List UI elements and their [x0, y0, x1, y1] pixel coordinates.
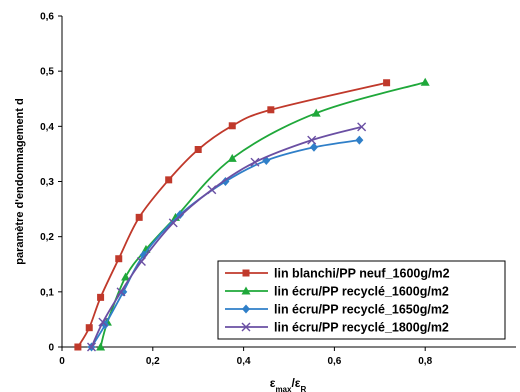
data-point-x-stroke [250, 157, 260, 167]
data-point-diamond [309, 142, 318, 152]
data-point-diamond [176, 210, 185, 220]
data-point-x [307, 135, 317, 145]
data-point-diamond [355, 135, 364, 145]
legend-label: lin blanchi/PP neuf_1600g/m2 [274, 267, 450, 281]
series-4 [87, 122, 367, 352]
x-axis-title-part: R [300, 385, 306, 392]
y-axis-title: paramètre d'endommagement d [14, 98, 26, 264]
data-point-square [74, 343, 82, 351]
legend-label: lin écru/PP recyclé_1800g/m2 [274, 321, 449, 335]
y-tick-label: 0,2 [40, 232, 54, 243]
data-point-square [242, 269, 250, 277]
x-axis-title-part: ε [270, 376, 276, 390]
x-tick-label: 0 [59, 356, 65, 367]
legend-entry: lin écru/PP recyclé_1650g/m2 [225, 303, 449, 317]
y-tick-label: 0,6 [40, 12, 54, 23]
legend-label: lin écru/PP recyclé_1650g/m2 [274, 303, 449, 317]
data-point-square [267, 106, 275, 114]
data-point-x-stroke [87, 342, 97, 352]
y-tick-label: 0,1 [40, 287, 54, 298]
data-point-x [357, 122, 367, 132]
data-point-square [228, 122, 236, 130]
series-1 [74, 79, 391, 351]
data-point-x-stroke [168, 218, 178, 228]
data-point-square [194, 146, 202, 154]
x-axis-title: εmax/εR [270, 376, 307, 392]
data-point-x [98, 317, 108, 327]
data-point-diamond [242, 304, 250, 314]
data-point-x-stroke [207, 185, 217, 195]
data-point-square [135, 213, 143, 221]
data-point-x [250, 157, 260, 167]
data-point-square [115, 255, 123, 263]
data-point-diamond [119, 287, 128, 297]
data-point-triangle [121, 272, 131, 281]
y-tick-label: 0 [48, 343, 54, 354]
data-point-x [87, 342, 97, 352]
x-tick-label: 0,8 [418, 356, 432, 367]
legend-entry: lin écru/PP recyclé_1800g/m2 [225, 321, 449, 335]
data-point-x [136, 256, 146, 266]
data-point-x [116, 287, 126, 297]
data-point-x-stroke [241, 322, 251, 332]
data-point-x [207, 185, 217, 195]
x-tick-label: 0,6 [327, 356, 341, 367]
data-point-square [165, 176, 173, 184]
data-point-x [241, 322, 251, 332]
data-point-triangle [96, 342, 106, 351]
y-tick-label: 0,3 [40, 177, 54, 188]
data-point-triangle [241, 286, 251, 295]
data-point-triangle [420, 77, 430, 86]
data-point-x-stroke [136, 256, 146, 266]
tick-labels: 0 0,1 0,2 0,3 0,4 0,5 0,6 0 0,2 0,4 0,6 0,8 [40, 12, 432, 368]
series-layer [74, 77, 430, 352]
data-point-x-stroke [116, 287, 126, 297]
x-axis-title-part: /ε [291, 376, 300, 390]
y-tick-label: 0,4 [40, 122, 54, 133]
data-point-x-stroke [98, 317, 108, 327]
legend-entry: lin écru/PP recyclé_1600g/m2 [225, 285, 449, 299]
data-point-triangle [311, 108, 321, 117]
y-tick-label: 0,5 [40, 67, 54, 78]
legend-label: lin écru/PP recyclé_1600g/m2 [274, 285, 449, 299]
legend-box [217, 260, 506, 340]
data-point-x-stroke [357, 122, 367, 132]
series-line [77, 81, 387, 348]
data-point-triangle [227, 153, 237, 162]
legend-entry: lin blanchi/PP neuf_1600g/m2 [225, 267, 450, 281]
data-point-square [383, 79, 391, 87]
x-tick-label: 0,2 [146, 356, 160, 367]
axes [58, 15, 516, 351]
data-point-x-stroke [307, 135, 317, 145]
data-point-square [97, 293, 105, 301]
data-point-square [85, 324, 93, 332]
data-point-x [168, 218, 178, 228]
x-axis-title-part: max [275, 385, 292, 392]
x-tick-label: 0,4 [237, 356, 251, 367]
